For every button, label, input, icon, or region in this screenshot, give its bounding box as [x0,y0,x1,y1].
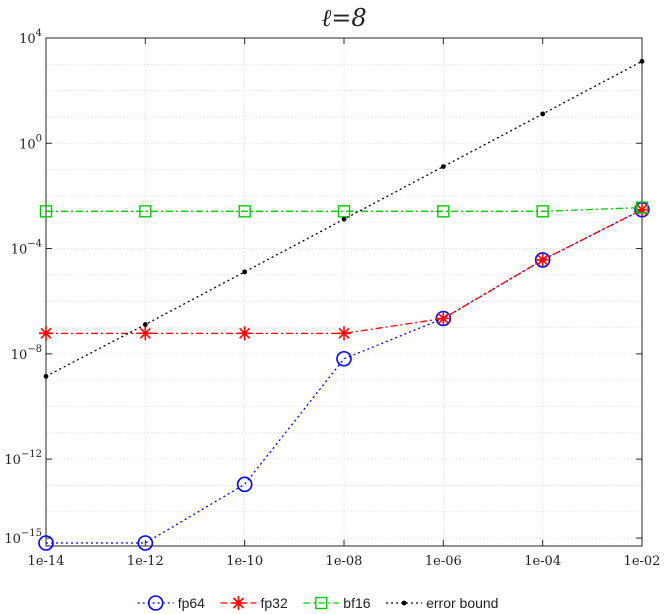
data-point [315,596,328,610]
legend-label: fp64 [178,595,205,611]
data-point [401,600,407,606]
y-tick-label: 10−15 [4,528,42,547]
legend-item-fp32: fp32 [220,595,288,611]
data-point [43,373,49,379]
grid [45,37,643,546]
data-point [337,205,351,218]
chart-title: ℓ=8 [321,4,366,32]
data-point [436,311,451,326]
x-tick-label: 1e-14 [28,554,65,569]
data-point [639,58,645,64]
data-point [38,535,54,551]
legend-item-bf16: bf16 [303,595,371,611]
x-tick-label: 1e-04 [524,554,561,569]
data-point [336,350,352,367]
series-fp32 [39,202,649,341]
data-point [635,202,649,217]
legend: fp64 fp32 bf16 error bound [137,595,498,611]
data-point [242,269,248,275]
series-layer [38,58,650,551]
x-axis: 1e-14 1e-12 1e-10 1e-08 1e-06 1e-04 1e-02 [28,38,661,569]
data-point [337,326,351,341]
x-tick-label: 1e-10 [226,554,263,569]
data-point [236,476,253,493]
data-point [535,252,550,267]
data-point [237,326,252,341]
data-point [440,164,446,170]
data-point [238,205,251,218]
legend-label: fp32 [261,595,288,611]
y-tick-label: 104 [19,28,42,47]
x-tick-label: 1e-08 [326,554,363,569]
data-point [536,205,549,218]
data-point [139,205,152,218]
data-point [137,535,154,551]
data-point [635,201,649,214]
data-point [231,596,246,610]
y-tick-label: 10−12 [4,449,42,468]
legend-label: error bound [426,595,498,611]
series-line [46,206,643,212]
x-tick-label: 1e-06 [425,554,462,569]
y-tick-label: 10−4 [11,239,42,258]
data-point [142,322,148,327]
y-tick-label: 100 [19,133,42,152]
data-point [39,205,53,218]
data-point [540,111,546,117]
data-point [341,216,347,222]
data-point [138,326,153,341]
series-bf16 [39,201,649,218]
legend-item-error-bound: error bound [386,595,498,611]
x-tick-label: 1e-02 [624,554,661,569]
data-point [147,595,164,611]
data-point [39,326,53,341]
y-tick-label: 10−8 [11,344,42,363]
legend-item-fp64: fp64 [137,595,205,611]
data-point [437,205,450,218]
y-axis: 104 100 10−4 10−8 10−12 10−15 [4,28,642,547]
x-tick-label: 1e-12 [127,554,164,569]
legend-label: bf16 [343,595,370,611]
series-error-bound [43,58,645,379]
